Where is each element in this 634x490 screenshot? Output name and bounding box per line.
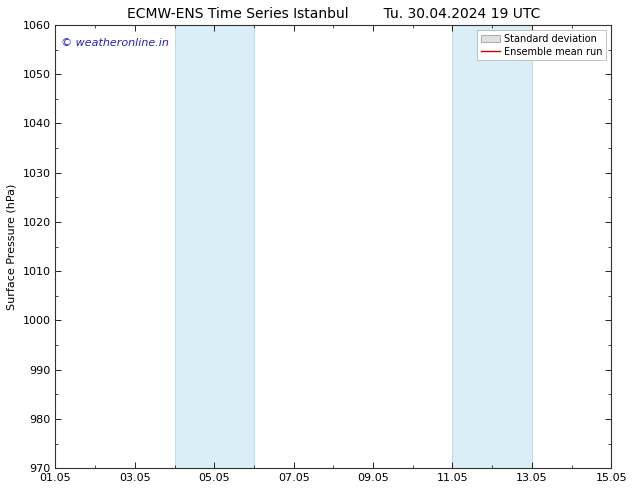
Bar bbox=[174, 25, 254, 468]
Title: ECMW-ENS Time Series Istanbul        Tu. 30.04.2024 19 UTC: ECMW-ENS Time Series Istanbul Tu. 30.04.… bbox=[127, 7, 540, 21]
Y-axis label: Surface Pressure (hPa): Surface Pressure (hPa) bbox=[7, 183, 17, 310]
Text: © weatheronline.in: © weatheronline.in bbox=[61, 38, 169, 48]
Legend: Standard deviation, Ensemble mean run: Standard deviation, Ensemble mean run bbox=[477, 30, 606, 60]
Bar bbox=[453, 25, 532, 468]
